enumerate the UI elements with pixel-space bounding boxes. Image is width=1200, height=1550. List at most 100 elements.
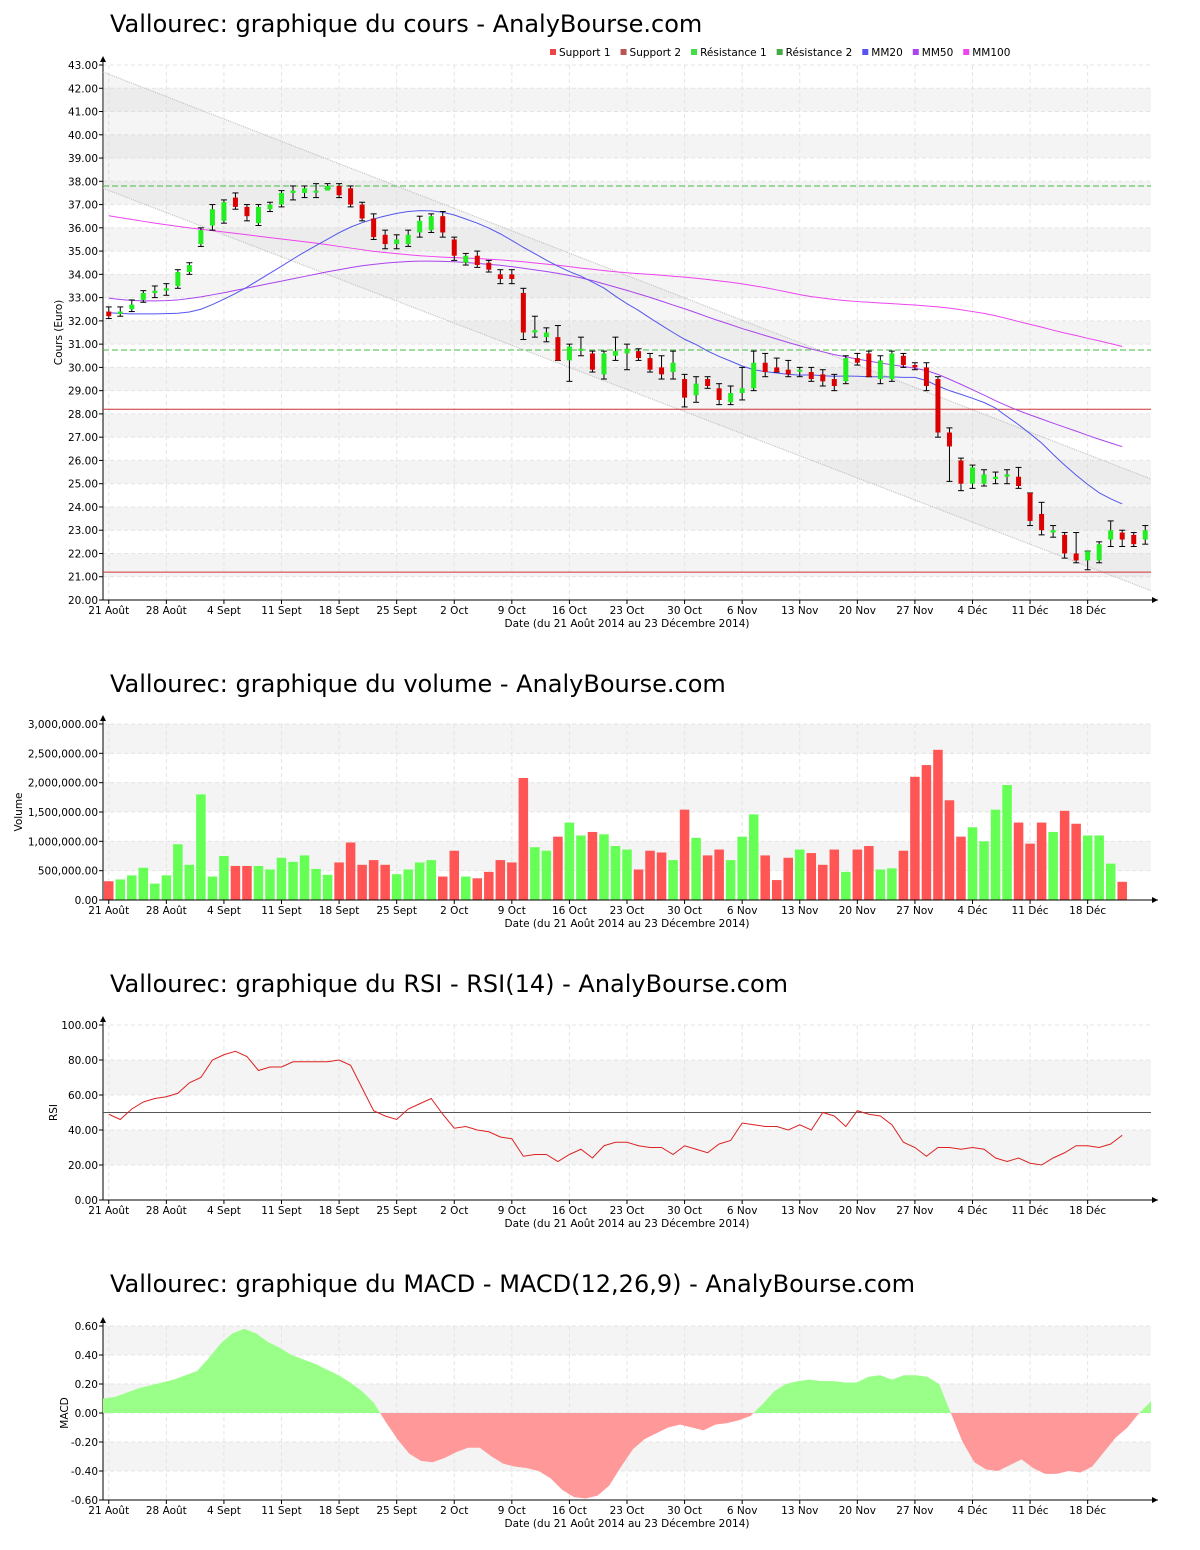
- volume-bar: [299, 855, 310, 900]
- candle-body: [624, 348, 630, 354]
- volume-bar: [645, 850, 655, 900]
- candle-body: [1016, 476, 1022, 487]
- y-tick-label: 38.00: [68, 176, 98, 188]
- y-tick-label: 60.00: [68, 1090, 98, 1102]
- y-axis-arrow: [100, 1317, 106, 1323]
- volume-bar: [530, 847, 540, 900]
- volume-bar: [1117, 881, 1127, 900]
- candle-body: [509, 274, 515, 279]
- volume-bar: [1002, 785, 1012, 900]
- candle-body: [198, 230, 204, 245]
- candle-body: [117, 311, 123, 314]
- candle: [589, 350, 596, 373]
- volume-bar: [403, 869, 413, 900]
- y-tick-label: 0.40: [75, 1350, 98, 1362]
- x-tick-label: 4 Sept: [207, 1205, 241, 1217]
- volume-bar: [760, 855, 770, 900]
- x-tick-label: 18 Sept: [319, 1205, 360, 1217]
- candle: [520, 287, 527, 340]
- candle: [393, 234, 400, 250]
- candle: [220, 199, 227, 224]
- candle-body: [486, 262, 492, 270]
- candle: [186, 262, 193, 275]
- x-tick-label: 21 Août: [88, 1205, 129, 1217]
- candle: [750, 350, 757, 392]
- candle: [727, 385, 734, 406]
- grid-band: [103, 367, 1151, 391]
- volume-bar: [518, 777, 529, 900]
- candle-body: [831, 379, 837, 386]
- volume-bar: [829, 849, 840, 900]
- y-axis-label: MACD: [59, 1397, 71, 1428]
- y-axis-arrow: [100, 56, 106, 62]
- x-tick-label: 21 Août: [88, 605, 129, 617]
- candle-body: [394, 239, 400, 245]
- candle: [1038, 501, 1045, 536]
- candle: [946, 427, 953, 482]
- volume-bar: [841, 871, 851, 900]
- x-tick-label: 27 Nov: [896, 1205, 933, 1217]
- y-tick-label: 0.20: [75, 1379, 98, 1391]
- volume-bar: [173, 844, 183, 900]
- candle-body: [993, 476, 999, 480]
- candle: [451, 236, 458, 261]
- volume-bar: [668, 860, 678, 900]
- volume-bar: [207, 876, 218, 900]
- volume-bar: [184, 864, 195, 900]
- candle: [969, 464, 976, 489]
- candle-body: [612, 351, 618, 356]
- volume-bar: [737, 836, 747, 900]
- y-tick-label: 39.00: [68, 153, 98, 165]
- volume-bar: [104, 881, 114, 900]
- volume-bar: [368, 860, 379, 900]
- volume-bar: [748, 814, 759, 900]
- candle: [428, 213, 435, 233]
- candle-body: [751, 362, 757, 389]
- legend-swatch: [550, 49, 556, 55]
- x-tick-label: 9 Oct: [498, 1205, 526, 1217]
- candle-body: [348, 188, 354, 205]
- candle-body: [255, 206, 261, 224]
- candle: [635, 348, 642, 361]
- legend-swatch: [912, 49, 919, 55]
- x-tick-label: 4 Sept: [207, 605, 241, 617]
- candle-body: [969, 467, 975, 484]
- x-axis-arrow: [1152, 1197, 1158, 1203]
- candle-body: [532, 330, 538, 333]
- x-tick-label: 28 Août: [146, 605, 187, 617]
- price-chart: 20.00 21.00 22.00 23.00 24.00 25.00 26.00 27.00…: [53, 47, 1158, 630]
- x-tick-label: 11 Déc: [1012, 1505, 1049, 1517]
- y-axis-label: Volume: [13, 792, 25, 831]
- x-tick-label: 23 Oct: [610, 1205, 645, 1217]
- y-tick-label: 2,500,000.00: [28, 748, 98, 760]
- candle-body: [843, 358, 849, 382]
- volume-bar: [1036, 822, 1047, 900]
- y-tick-label: 31.00: [68, 339, 98, 351]
- candle-body: [981, 474, 987, 484]
- y-tick-label: 80.00: [68, 1055, 98, 1067]
- candle: [612, 336, 619, 361]
- candle: [128, 299, 135, 313]
- y-tick-label: 37.00: [68, 200, 98, 212]
- candle-body: [129, 304, 135, 310]
- candle: [1015, 466, 1022, 489]
- candle: [888, 350, 895, 382]
- y-axis-label: Cours (Euro): [53, 300, 65, 366]
- x-tick-label: 11 Déc: [1012, 905, 1049, 917]
- candle: [957, 457, 964, 492]
- volume-bar: [322, 874, 333, 900]
- y-tick-label: 25.00: [68, 479, 98, 491]
- volume-bar: [414, 862, 425, 900]
- x-tick-label: 28 Août: [146, 905, 187, 917]
- x-tick-label: 2 Oct: [440, 1205, 468, 1217]
- candle: [1130, 532, 1137, 547]
- channel-upper-line: [102, 71, 1152, 480]
- candle: [854, 352, 861, 366]
- candle: [290, 185, 297, 201]
- x-tick-label: 6 Nov: [727, 1205, 758, 1217]
- candle: [647, 352, 654, 373]
- volume-bar: [633, 869, 644, 900]
- volume-bar: [933, 749, 943, 900]
- candle-body: [163, 288, 169, 291]
- x-tick-label: 4 Déc: [957, 605, 988, 617]
